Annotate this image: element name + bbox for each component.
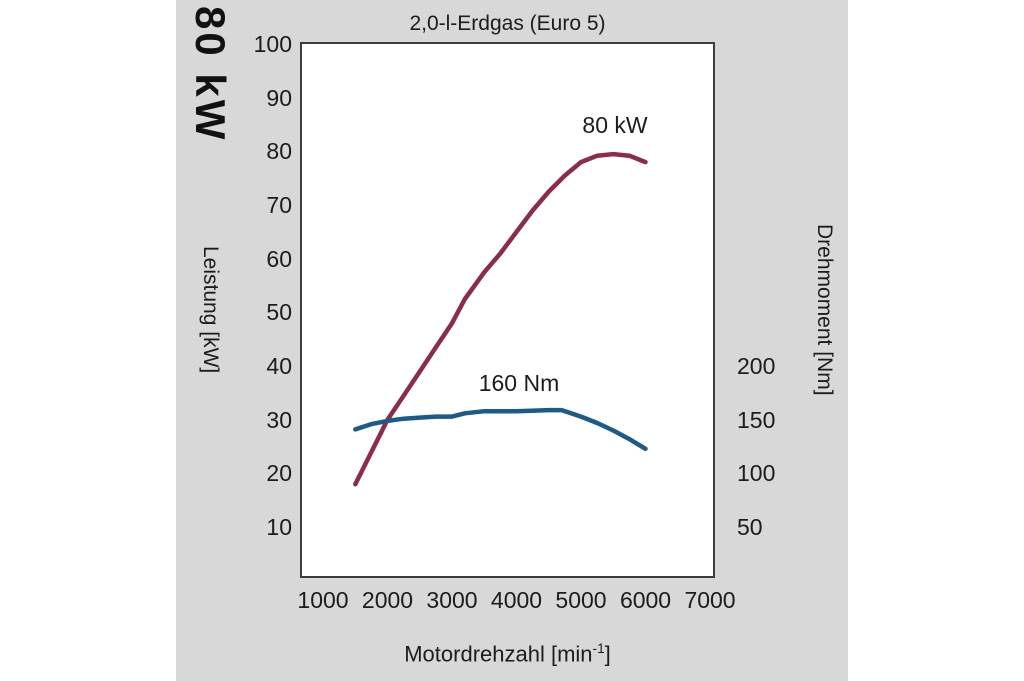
right-axis-tick-50: 50 — [737, 514, 763, 541]
left-axis-tick-80: 80 — [266, 138, 292, 165]
curves-svg — [353, 151, 648, 487]
plot-area — [300, 42, 715, 578]
power-curve-label: 80 kW — [582, 112, 648, 138]
x-axis-tick-1000: 1000 — [297, 587, 349, 613]
left-axis-tick-90: 90 — [266, 84, 292, 111]
chart-title: 2,0-l-Erdgas (Euro 5) — [409, 12, 606, 35]
big-power-rating-label: 80 kW — [187, 6, 234, 143]
torque-curve — [353, 407, 648, 452]
x-axis-tick-7000: 7000 — [684, 587, 736, 613]
x-axis-title-close: ] — [604, 641, 611, 667]
x-axis-tick-3000: 3000 — [426, 587, 478, 613]
x-axis-tick-6000: 6000 — [619, 587, 672, 613]
left-axis-tick-50: 50 — [266, 299, 292, 326]
right-axis-tick-100: 100 — [737, 460, 776, 487]
left-axis-tick-40: 40 — [266, 353, 292, 380]
right-axis-title: Drehmoment [Nm] — [813, 224, 836, 396]
left-axis-tick-100: 100 — [253, 31, 292, 57]
power-curve — [353, 151, 648, 487]
x-axis-title-text: Motordrehzahl [min — [404, 641, 593, 667]
x-axis-tick-2000: 2000 — [361, 587, 414, 613]
left-axis-tick-60: 60 — [266, 245, 292, 272]
x-axis-title: Motordrehzahl [min-1] — [300, 636, 715, 667]
torque-curve-label: 160 Nm — [478, 370, 560, 396]
x-axis-tick-5000: 5000 — [555, 587, 607, 613]
left-axis-tick-70: 70 — [266, 192, 292, 219]
left-axis-tick-10: 10 — [266, 514, 292, 541]
right-axis-tick-200: 200 — [737, 353, 776, 380]
x-axis-title-sup: -1 — [592, 641, 605, 656]
left-axis-tick-30: 30 — [266, 406, 292, 433]
left-axis-title: Leistung [kW] — [199, 246, 222, 374]
left-axis-tick-20: 20 — [266, 460, 292, 487]
x-axis-tick-4000: 4000 — [490, 587, 543, 613]
right-axis-tick-150: 150 — [737, 406, 776, 433]
